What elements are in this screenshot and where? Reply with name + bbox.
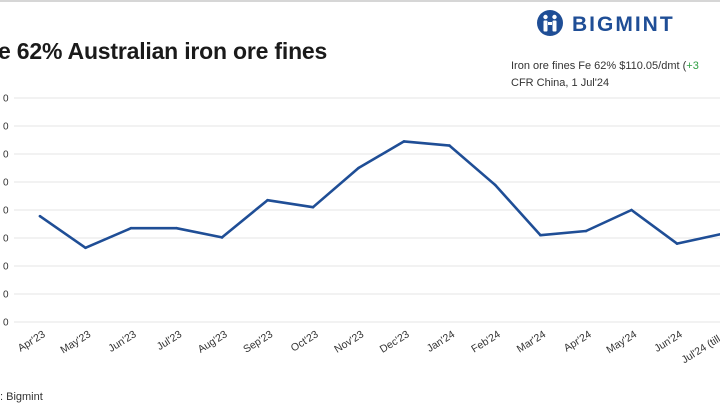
line-chart: 0 0 0 0 0 0 0 0 0 Apr'23 May'23 Jun'23 Jul'23 Aug'23 S… <box>3 94 720 366</box>
price-change: +3 <box>686 60 699 72</box>
data-point <box>129 226 133 230</box>
y-tick-label: 0 <box>3 150 9 161</box>
data-point <box>630 208 633 212</box>
x-tick-label: Jun'23 <box>106 328 138 354</box>
x-tick-label: Jun'24 <box>652 328 684 354</box>
bigmint-logo: BIGMINT <box>536 6 720 42</box>
x-tick-label: Aug'23 <box>196 328 230 355</box>
x-tick-label: Jul'23 <box>155 328 184 353</box>
data-point <box>584 229 588 233</box>
data-point <box>448 144 451 147</box>
data-point <box>539 233 542 237</box>
y-tick-label: 0 <box>3 234 9 245</box>
source-note: : Bigmint <box>0 391 43 403</box>
data-point <box>84 246 87 250</box>
x-tick-label: Sep'23 <box>241 328 275 355</box>
data-point <box>175 226 178 230</box>
price-info-text: Iron ore fines Fe 62% $110.05/dmt ( <box>511 60 687 72</box>
data-point <box>266 198 269 202</box>
price-info-line-2: CFR China, 1 Jul'24 <box>511 77 610 89</box>
top-border <box>0 0 720 2</box>
price-info: Iron ore fines Fe 62% $110.05/dmt (+3 CF… <box>511 58 699 92</box>
y-tick-label: 0 <box>3 206 9 217</box>
data-point <box>493 183 497 187</box>
x-tick-label: Oct'23 <box>289 328 321 354</box>
logo-wordmark: BIGMINT <box>572 13 675 36</box>
y-tick-label: 0 <box>3 122 9 133</box>
data-point <box>402 140 406 143</box>
y-tick-label: 0 <box>3 318 9 329</box>
data-point <box>675 242 679 245</box>
x-tick-label: May'24 <box>604 328 639 356</box>
data-point <box>311 205 315 209</box>
x-tick-label: Apr'23 <box>16 328 48 354</box>
y-tick-label: 0 <box>3 290 9 301</box>
x-tick-label: Nov'23 <box>332 328 366 355</box>
series-line <box>38 140 720 250</box>
price-info-line-1: Iron ore fines Fe 62% $110.05/dmt (+3 <box>511 58 699 75</box>
x-tick-label: Feb'24 <box>469 328 502 355</box>
x-tick-label: Jul'24 (till 1 <box>679 328 720 366</box>
x-tick-label: Dec'23 <box>378 328 412 355</box>
y-tick-label: 0 <box>3 262 9 273</box>
x-tick-label: Mar'24 <box>515 328 548 355</box>
x-tick-label: Jan'24 <box>425 328 457 354</box>
data-point <box>220 236 224 239</box>
bigmint-logo-icon <box>537 10 563 36</box>
y-tick-label: 0 <box>3 178 9 189</box>
y-tick-label: 0 <box>3 94 9 105</box>
data-point <box>38 214 42 218</box>
data-point <box>357 166 360 170</box>
x-tick-label: Apr'24 <box>562 328 594 354</box>
x-tick-label: May'23 <box>58 328 93 356</box>
chart-title: e 62% Australian iron ore fines <box>0 38 328 64</box>
